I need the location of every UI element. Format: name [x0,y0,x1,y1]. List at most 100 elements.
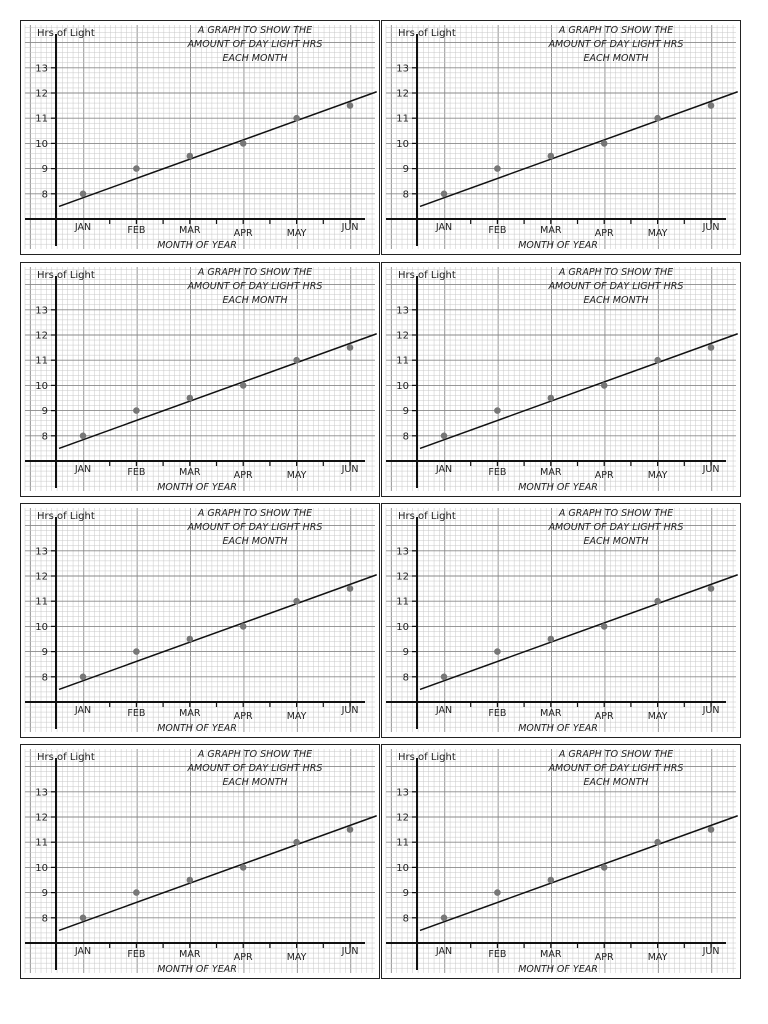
y-axis-label: Hrs of Light [398,270,456,281]
data-point [707,344,715,351]
data-point [440,673,448,681]
x-tick-label: APR [595,711,614,722]
x-tick-label: JAN [74,946,91,957]
chart-title-line: EACH MONTH [222,536,287,547]
x-tick-label: JAN [435,222,452,233]
data-point [79,190,87,198]
x-axis-label: MONTH OF YEAR [157,723,237,734]
x-tick-label: MAR [179,708,201,719]
chart-title-line: A GRAPH TO SHOW THE [558,508,673,519]
x-tick-label: MAR [179,467,201,478]
chart-svg: 8 9 10 11 12 13 JAN FEB MAR APR MAY JUN Hrs of Light… [24,267,377,493]
y-tick-label: 11 [396,114,409,125]
data-point [547,635,555,643]
y-tick-label: 12 [35,813,48,824]
data-point [239,623,247,630]
y-tick-label: 10 [396,381,409,392]
x-tick-label: MAR [540,467,562,478]
grid [385,749,736,973]
chart-title-line: EACH MONTH [222,53,287,64]
data-point [346,102,354,109]
x-tick-label: APR [234,470,253,481]
y-axis-label: Hrs of Light [398,28,456,39]
chart-svg: 8 9 10 11 12 13 JAN FEB MAR APR MAY JUN Hrs of Light… [385,508,738,734]
y-tick-label: 13 [396,63,409,74]
data-point [654,838,661,846]
chart-title-line: A GRAPH TO SHOW THE [558,25,673,36]
x-axis-label: MONTH OF YEAR [518,482,598,493]
data-point [133,889,140,896]
y-tick-label: 11 [396,597,409,608]
y-tick-label: 9 [42,888,48,899]
data-point [600,864,608,871]
chart-panel: 8 9 10 11 12 13 JAN FEB MAR APR MAY JUN Hrs of Light… [20,503,380,738]
x-tick-label: MAY [287,952,307,963]
y-tick-label: 13 [396,305,409,316]
trend-line [58,574,377,691]
x-axis-label: MONTH OF YEAR [157,964,237,975]
y-axis-label: Hrs of Light [37,752,95,763]
y-tick-label: 12 [35,331,48,342]
y-tick-label: 8 [42,431,48,442]
data-point [494,407,501,414]
chart-title-line: A GRAPH TO SHOW THE [197,267,312,278]
x-tick-label: MAR [540,708,562,719]
x-tick-label: MAY [648,711,668,722]
y-tick-label: 8 [42,189,48,200]
x-tick-label: MAR [540,949,562,960]
chart-title-line: AMOUNT OF DAY LIGHT HRS [548,39,684,50]
data-point [79,914,87,922]
data-point [494,648,501,655]
data-point [346,585,354,592]
y-tick-label: 10 [396,139,409,150]
y-tick-label: 12 [35,89,48,100]
x-axis-label: MONTH OF YEAR [157,482,237,493]
x-tick-label: APR [595,470,614,481]
y-axis-label: Hrs of Light [37,511,95,522]
chart-title-line: EACH MONTH [583,53,648,64]
x-tick-label: FEB [127,949,145,960]
y-tick-label: 8 [42,672,48,683]
x-tick-label: JUN [341,705,359,716]
data-point [239,382,247,389]
y-tick-label: 8 [403,189,409,200]
data-point [133,407,140,414]
data-point [346,826,354,833]
x-tick-label: MAR [540,225,562,236]
data-point [440,914,448,922]
data-point [600,382,608,389]
y-tick-label: 9 [403,406,409,417]
grid [385,267,736,491]
data-point [293,114,300,122]
x-tick-label: JAN [74,705,91,716]
chart-title-line: AMOUNT OF DAY LIGHT HRS [548,763,684,774]
trend-line [58,815,377,932]
data-point [79,673,87,681]
chart-title-line: A GRAPH TO SHOW THE [558,267,673,278]
chart-title-line: AMOUNT OF DAY LIGHT HRS [187,281,323,292]
data-point [707,585,715,592]
grid [24,508,375,732]
trend-line [419,815,738,932]
x-tick-label: JUN [702,222,720,233]
x-tick-label: MAR [179,225,201,236]
chart-title-line: A GRAPH TO SHOW THE [197,25,312,36]
y-tick-label: 10 [35,139,48,150]
y-tick-label: 13 [35,63,48,74]
data-point [654,356,661,364]
x-tick-label: FEB [127,225,145,236]
data-point [654,114,661,122]
y-tick-label: 11 [35,356,48,367]
grid [385,508,736,732]
chart-title-line: AMOUNT OF DAY LIGHT HRS [187,39,323,50]
data-point [186,152,194,160]
y-tick-label: 12 [35,572,48,583]
y-tick-label: 8 [42,913,48,924]
data-point [547,152,555,160]
y-tick-label: 11 [35,597,48,608]
x-tick-label: APR [595,228,614,239]
data-point [133,648,140,655]
x-axis-label: MONTH OF YEAR [518,964,598,975]
y-tick-label: 13 [35,546,48,557]
chart-svg: 8 9 10 11 12 13 JAN FEB MAR APR MAY JUN Hrs of Light… [24,749,377,975]
